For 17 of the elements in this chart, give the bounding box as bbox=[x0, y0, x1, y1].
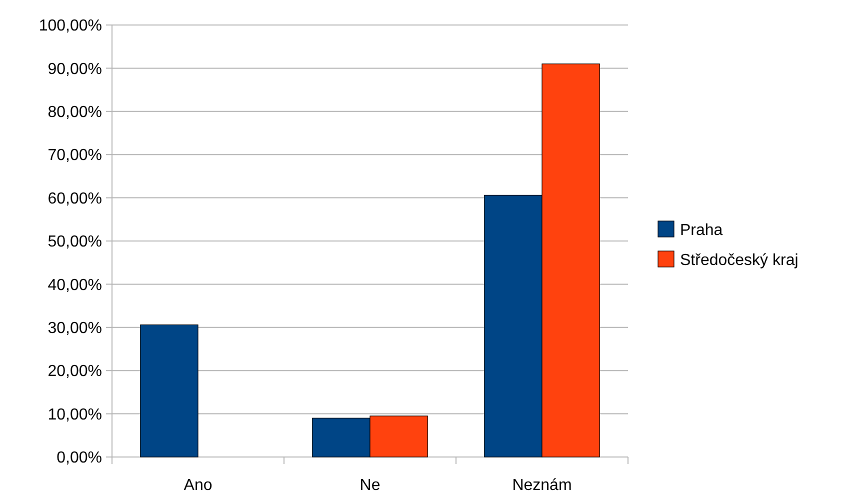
y-tick-label: 10,00% bbox=[48, 406, 102, 424]
legend-label: Praha bbox=[680, 222, 723, 240]
y-tick-label: 60,00% bbox=[48, 190, 102, 208]
y-tick-label: 80,00% bbox=[48, 104, 102, 121]
y-tick-label: 100,00% bbox=[38, 18, 102, 35]
legend-label: Středočeský kraj bbox=[680, 252, 798, 270]
bar bbox=[140, 324, 198, 458]
y-tick-label: 40,00% bbox=[48, 276, 102, 294]
x-tick-label: Ano bbox=[184, 477, 212, 494]
y-tick-label: 30,00% bbox=[48, 320, 102, 337]
x-tick-label: Ne bbox=[360, 477, 380, 494]
y-tick-label: 50,00% bbox=[48, 234, 102, 251]
y-tick-label: 0,00% bbox=[56, 450, 102, 467]
y-tick-label: 90,00% bbox=[48, 60, 102, 78]
y-tick-label: 70,00% bbox=[48, 147, 102, 164]
y-tick-label: 20,00% bbox=[48, 363, 102, 380]
x-tick-label: Neznám bbox=[512, 477, 572, 494]
